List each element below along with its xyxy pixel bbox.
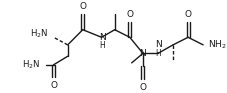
Text: O: O: [139, 83, 146, 92]
Text: H: H: [99, 41, 105, 50]
Text: $\mathregular{NH_2}$: $\mathregular{NH_2}$: [207, 39, 226, 51]
Text: N: N: [139, 49, 146, 58]
Text: O: O: [79, 2, 86, 11]
Text: O: O: [50, 81, 57, 90]
Text: O: O: [126, 10, 133, 19]
Text: N: N: [154, 40, 161, 49]
Text: O: O: [184, 10, 191, 19]
Text: $\mathregular{H_2N}$: $\mathregular{H_2N}$: [30, 27, 48, 40]
Text: N: N: [99, 33, 105, 42]
Text: H: H: [154, 49, 160, 58]
Text: $\mathregular{H_2N}$: $\mathregular{H_2N}$: [22, 58, 40, 71]
